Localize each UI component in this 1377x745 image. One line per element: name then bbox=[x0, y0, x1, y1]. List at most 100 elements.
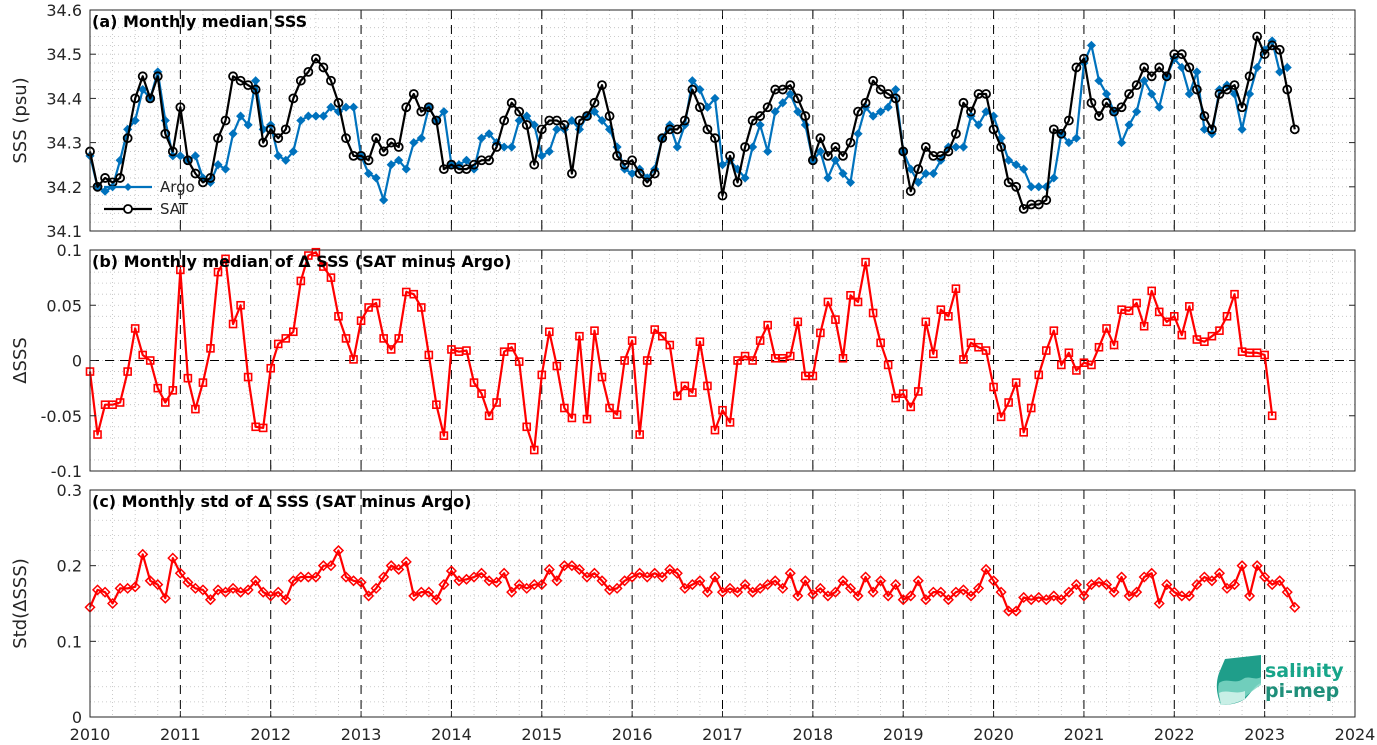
data-point-delta bbox=[1026, 403, 1036, 413]
data-point-delta bbox=[665, 340, 675, 350]
data-point-delta bbox=[1191, 579, 1203, 591]
data-point-delta bbox=[1207, 331, 1217, 341]
data-point-delta bbox=[558, 560, 570, 572]
data-point-argo bbox=[1011, 160, 1021, 170]
data-point-delta bbox=[484, 411, 494, 421]
data-point-argo bbox=[220, 164, 231, 174]
data-point-delta bbox=[573, 563, 585, 576]
data-point-delta bbox=[844, 582, 857, 594]
data-point-sat bbox=[401, 102, 412, 113]
data-point-delta bbox=[754, 582, 766, 594]
data-point-delta bbox=[634, 567, 646, 579]
data-point-delta bbox=[507, 342, 516, 352]
data-point-sat bbox=[431, 115, 442, 126]
panel-c-monthly-std-delta-sss: 0 0.1 0.2 0.3 Std(ΔSSS) (c) Monthly std of … bbox=[10, 481, 1356, 727]
data-point-argo bbox=[695, 84, 705, 95]
data-point-delta bbox=[385, 560, 397, 572]
data-point-sat bbox=[491, 142, 502, 152]
data-point-delta bbox=[537, 370, 547, 380]
data-point-delta bbox=[213, 267, 223, 277]
data-point-delta bbox=[1033, 591, 1045, 604]
data-point-delta bbox=[334, 311, 343, 321]
data-point-delta bbox=[560, 403, 569, 413]
data-point-delta bbox=[266, 363, 276, 373]
data-point-delta bbox=[551, 575, 563, 587]
data-point-delta bbox=[831, 315, 840, 324]
data-point-delta bbox=[393, 563, 405, 576]
data-point-delta bbox=[349, 355, 358, 364]
data-point-sat bbox=[326, 75, 336, 86]
data-point-delta bbox=[130, 324, 140, 333]
data-point-delta bbox=[582, 414, 592, 424]
data-point-delta bbox=[656, 571, 668, 583]
data-point-delta bbox=[1087, 360, 1096, 370]
x-tick-label: 2018 bbox=[792, 725, 833, 744]
data-point-sat bbox=[310, 53, 321, 64]
panel-a-y-axis-label: SSS (psu) bbox=[10, 77, 31, 163]
legend-marker-sat bbox=[123, 204, 133, 214]
data-point-sat bbox=[883, 89, 894, 99]
panel-a-series bbox=[85, 31, 1300, 214]
data-point-sat bbox=[393, 142, 404, 152]
data-point-sat bbox=[333, 97, 344, 108]
data-point-sat bbox=[1244, 71, 1255, 82]
data-point-delta bbox=[611, 582, 623, 594]
data-point-sat bbox=[777, 84, 788, 95]
data-point-delta bbox=[657, 331, 667, 341]
x-tick-label: 2013 bbox=[341, 725, 382, 744]
data-point-delta bbox=[671, 567, 683, 579]
data-point-delta bbox=[115, 398, 125, 407]
data-point-delta bbox=[445, 565, 457, 577]
data-point-sat bbox=[190, 168, 201, 179]
data-point-delta bbox=[731, 586, 744, 598]
data-point-delta bbox=[1168, 586, 1180, 598]
data-point-delta bbox=[1169, 311, 1179, 321]
data-point-delta bbox=[529, 445, 539, 455]
data-point-delta bbox=[619, 575, 631, 587]
data-point-sat bbox=[1086, 97, 1097, 108]
data-point-delta bbox=[995, 586, 1007, 598]
data-point-sat bbox=[649, 168, 660, 179]
data-point-delta bbox=[137, 548, 149, 560]
data-point-argo bbox=[371, 173, 381, 183]
panel-c-y-ticks: 0 0.1 0.2 0.3 bbox=[57, 481, 1356, 727]
data-point-sat bbox=[597, 80, 607, 91]
data-point-delta bbox=[1289, 601, 1301, 613]
data-point-sat bbox=[702, 124, 713, 135]
data-point-delta bbox=[680, 381, 690, 391]
data-point-delta bbox=[1266, 579, 1278, 591]
data-point-delta bbox=[1048, 590, 1060, 602]
data-point-sat bbox=[920, 142, 931, 152]
data-point-delta bbox=[1124, 306, 1134, 316]
data-point-delta bbox=[1123, 590, 1135, 602]
data-point-delta bbox=[168, 386, 178, 395]
data-point-delta bbox=[462, 346, 471, 355]
data-point-sat bbox=[363, 155, 374, 166]
data-point-argo bbox=[672, 142, 682, 152]
data-point-sat bbox=[868, 75, 878, 86]
data-point-delta bbox=[310, 571, 322, 583]
data-point-delta bbox=[1063, 586, 1075, 598]
data-point-delta bbox=[784, 567, 796, 579]
data-point-sat bbox=[213, 133, 223, 144]
data-point-sat bbox=[175, 102, 186, 113]
data-point-delta bbox=[1260, 350, 1269, 360]
data-point-delta bbox=[219, 586, 232, 598]
data-point-sat bbox=[695, 102, 705, 113]
data-point-delta bbox=[491, 576, 503, 588]
data-point-argo bbox=[394, 155, 404, 165]
data-point-delta bbox=[1221, 582, 1233, 594]
data-point-argo bbox=[913, 177, 923, 187]
data-point-delta bbox=[273, 339, 283, 349]
logo-line2: pi-mep bbox=[1265, 680, 1339, 702]
data-point-sat bbox=[461, 164, 472, 175]
data-point-delta bbox=[679, 582, 691, 594]
data-point-delta bbox=[861, 257, 870, 267]
data-point-delta bbox=[860, 571, 872, 583]
data-point-delta bbox=[897, 594, 909, 606]
data-point-delta bbox=[295, 571, 307, 583]
data-point-sat bbox=[160, 128, 171, 139]
data-point-sat bbox=[853, 106, 863, 117]
data-point-delta bbox=[710, 425, 720, 435]
data-point-sat bbox=[356, 150, 366, 161]
